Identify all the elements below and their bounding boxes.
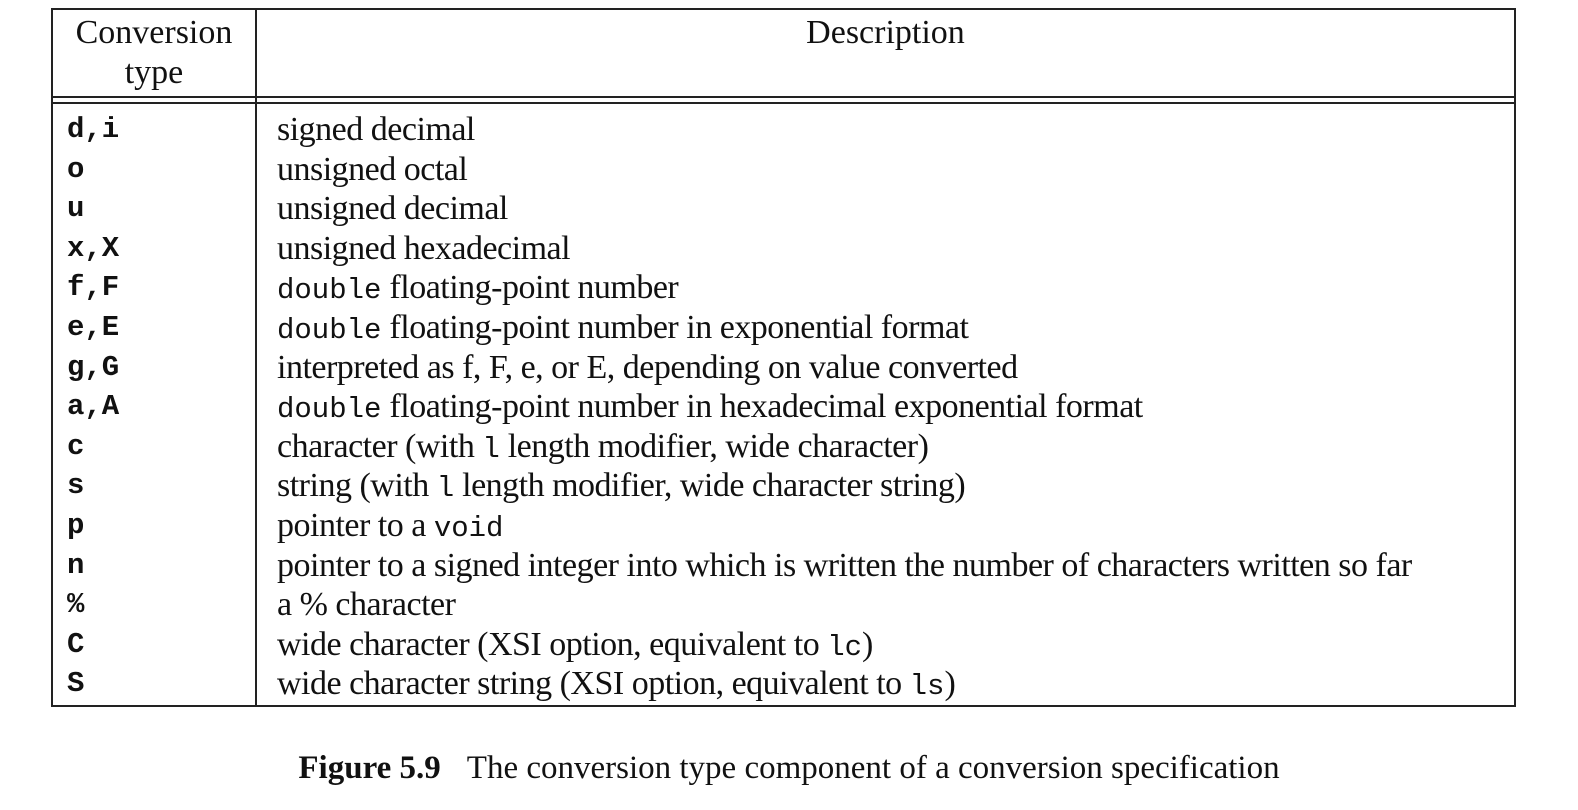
conversion-type-cell: n: [67, 548, 85, 582]
text-fragment: floating-point number: [381, 269, 679, 307]
code-fragment: void: [433, 511, 504, 545]
description-cell: double floating-point number in hexadeci…: [277, 387, 1143, 430]
description-cell: double floating-point number: [277, 268, 679, 311]
description-cell: a % character: [277, 585, 456, 625]
text-fragment: floating-point number in hexadecimal exp…: [381, 388, 1143, 426]
conversion-type-cell: p: [67, 508, 85, 542]
text-fragment: character (with: [277, 427, 483, 465]
code-fragment: l: [436, 472, 455, 506]
conversion-type-cell: g,G: [67, 350, 120, 384]
table-row: e,E double floating-point number in expon…: [53, 308, 1514, 348]
table-row: % a % character: [53, 585, 1514, 625]
code-fragment: lc: [827, 630, 863, 664]
description-cell: unsigned hexadecimal: [277, 229, 571, 269]
conversion-type-cell: S: [67, 667, 85, 701]
column-divider: [255, 10, 257, 705]
table-row: g,G interpreted as f, F, e, or E, dependi…: [53, 348, 1514, 388]
text-fragment: length modifier, wide character string): [454, 467, 966, 505]
description-cell: double floating-point number in exponent…: [277, 308, 969, 351]
text-fragment: floating-point number in exponential for…: [381, 308, 969, 346]
code-fragment: double: [277, 313, 382, 347]
description-cell: unsigned decimal: [277, 189, 508, 229]
table-row: p pointer to a void: [53, 506, 1514, 546]
table-row: x,X unsigned hexadecimal: [53, 229, 1514, 269]
code-fragment: double: [277, 274, 382, 308]
conversion-type-cell: f,F: [67, 271, 120, 305]
description-cell: wide character (XSI option, equivalent t…: [277, 625, 873, 668]
code-fragment: ls: [909, 670, 945, 704]
code-fragment: l: [482, 432, 500, 466]
header-description: Description: [806, 14, 965, 51]
header-double-rule: [53, 96, 1514, 104]
conversion-type-cell: %: [67, 588, 85, 622]
conversion-type-table: Conversion type Description d,i signed de…: [51, 8, 1516, 707]
text-fragment: ): [862, 625, 873, 663]
description-cell: pointer to a void: [277, 506, 503, 549]
description-cell: character (with l length modifier, wide …: [277, 427, 929, 470]
text-fragment: wide character string (XSI option, equiv…: [277, 665, 910, 703]
conversion-type-cell: o: [67, 152, 85, 186]
conversion-type-cell: d,i: [67, 113, 120, 146]
text-fragment: wide character (XSI option, equivalent t…: [277, 625, 828, 663]
header-conversion-line1: Conversion: [75, 14, 233, 51]
table-row: s string (with l length modifier, wide ch…: [53, 466, 1514, 506]
conversion-type-cell: x,X: [67, 231, 120, 265]
text-fragment: interpreted as f, F, e, or E, depending …: [277, 348, 1018, 386]
description-cell: pointer to a signed integer into which i…: [277, 546, 1412, 586]
figure-label: Figure 5.9: [298, 750, 441, 786]
description-cell: string (with l length modifier, wide cha…: [277, 466, 966, 509]
table-row: c character (with l length modifier, wide…: [53, 427, 1514, 467]
text-fragment: unsigned hexadecimal: [277, 229, 571, 267]
figure-caption-text: The conversion type component of a conve…: [466, 750, 1280, 786]
description-cell: interpreted as f, F, e, or E, depending …: [277, 348, 1018, 388]
table-row: u unsigned decimal: [53, 189, 1514, 229]
text-fragment: a % character: [277, 586, 456, 624]
description-cell: signed decimal: [277, 110, 475, 150]
figure-caption: Figure 5.9 The conversion type component …: [0, 748, 1578, 788]
table-body: d,i signed decimal o unsigned octal u unsigne…: [53, 110, 1514, 704]
text-fragment: pointer to a: [277, 506, 434, 544]
conversion-type-cell: C: [67, 627, 85, 661]
text-fragment: signed decimal: [277, 111, 475, 148]
description-cell: wide character string (XSI option, equiv…: [277, 664, 956, 707]
table-row: o unsigned octal: [53, 150, 1514, 190]
text-fragment: pointer to a signed integer into which i…: [277, 546, 1412, 584]
table-row: d,i signed decimal: [53, 110, 1514, 150]
code-fragment: double: [277, 393, 382, 427]
text-fragment: length modifier, wide character): [499, 427, 929, 465]
table-row: n pointer to a signed integer into which …: [53, 546, 1514, 586]
header-conversion-type: Conversion type: [53, 13, 255, 93]
header-conversion-line2: type: [124, 54, 184, 91]
text-fragment: unsigned decimal: [277, 190, 508, 228]
conversion-type-cell: a,A: [67, 390, 120, 424]
conversion-type-cell: c: [67, 429, 85, 463]
text-fragment: unsigned octal: [277, 150, 468, 188]
conversion-type-cell: u: [67, 192, 85, 226]
text-fragment: string (with: [277, 467, 437, 505]
table-row: a,A double floating-point number in hexad…: [53, 387, 1514, 427]
conversion-type-cell: e,E: [67, 310, 120, 344]
text-fragment: ): [944, 665, 956, 703]
description-cell: unsigned octal: [277, 150, 468, 190]
table-row: f,F double floating-point number: [53, 268, 1514, 308]
conversion-type-cell: s: [67, 469, 85, 503]
